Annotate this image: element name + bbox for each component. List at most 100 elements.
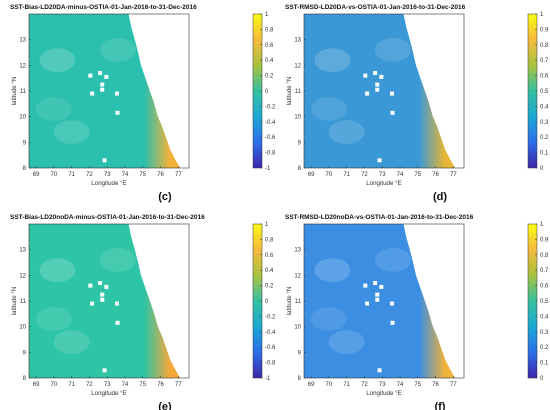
- colorbar-tick-label: 1: [540, 222, 544, 228]
- y-tick-label: 11: [20, 89, 27, 95]
- island-marker: [390, 301, 394, 306]
- x-tick-label: 73: [379, 382, 386, 388]
- y-tick-label: 10: [294, 325, 301, 331]
- x-tick-label: 74: [397, 172, 404, 178]
- x-tick-label: 75: [139, 172, 146, 178]
- island-marker: [115, 110, 120, 115]
- map-plot-area: 69 70 71 72 73 74 75 76 77 8 9 10 11 12 13 Longitude °E…: [286, 13, 465, 187]
- field-texture: [314, 48, 351, 73]
- colorbar-tick-label: 0: [265, 89, 269, 95]
- x-tick-label: 69: [33, 172, 40, 178]
- y-tick-label: 11: [20, 299, 27, 305]
- y-tick-label: 10: [294, 115, 301, 121]
- x-tick-label: 76: [157, 382, 164, 388]
- panel-caption: (f): [435, 401, 446, 410]
- x-tick-label: 70: [326, 172, 333, 178]
- colorbar-tick-label: 0.7: [540, 58, 549, 64]
- island-marker: [377, 368, 382, 373]
- y-tick-label: 9: [298, 350, 302, 356]
- colorbar-tick-label: -1: [265, 166, 271, 172]
- y-tick-label: 10: [19, 325, 26, 331]
- land-mask: [403, 224, 464, 378]
- colorbar-tick-label: 0.4: [540, 314, 549, 320]
- colorbar: 1 0.9 0.8 0.7 0.6 0.5 0.4 0.3 0.2 0.1 0: [527, 12, 549, 172]
- colorbar-tick-label: 0.6: [265, 43, 274, 49]
- x-tick-label: 70: [51, 382, 58, 388]
- colorbar-tick-label: 0: [540, 376, 544, 382]
- field-texture: [53, 330, 90, 355]
- colorbar-tick-label: 0.9: [540, 27, 549, 33]
- x-axis-label: Longitude °E: [91, 390, 127, 397]
- island-marker: [100, 297, 105, 302]
- colorbar-tick-label: 0.2: [265, 74, 274, 80]
- colorbar-tick-label: 0.7: [540, 268, 549, 274]
- y-axis-label: latitude °N: [11, 77, 18, 106]
- island-marker: [104, 74, 109, 79]
- y-tick-label: 13: [19, 248, 26, 254]
- map-panel: SST-RMSD-LD20DA-vs-OSTIA-01-Jan-2016-to-…: [285, 4, 549, 203]
- field-texture: [374, 247, 411, 272]
- island-marker: [100, 82, 105, 87]
- island-marker: [390, 110, 395, 115]
- colorbar-tick-label: -0.4: [265, 120, 276, 126]
- map-panel: SST-Bias-LD20noDA-minus-OSTIA-01-Jan-201…: [10, 214, 276, 410]
- y-tick-label: 10: [19, 115, 26, 121]
- field-texture: [35, 96, 72, 121]
- x-tick-label: 71: [343, 382, 350, 388]
- colorbar-tick-label: 0.5: [540, 89, 549, 95]
- colorbar-tick-label: 0.5: [540, 299, 549, 305]
- y-tick-label: 8: [23, 166, 27, 172]
- colorbar-tick-label: 0.9: [540, 237, 549, 243]
- island-marker: [98, 281, 103, 286]
- land-mask: [403, 14, 464, 168]
- island-marker: [377, 158, 382, 163]
- x-tick-label: 74: [397, 382, 404, 388]
- colorbar-tick-label: 0.2: [265, 284, 274, 290]
- island-marker: [379, 284, 384, 289]
- land-mask: [128, 14, 189, 168]
- x-tick-label: 75: [414, 382, 421, 388]
- colorbar-tick-label: -0.4: [265, 330, 276, 336]
- colorbar-tick-label: -0.2: [265, 314, 276, 320]
- y-tick-label: 8: [298, 376, 302, 382]
- x-tick-label: 69: [308, 172, 315, 178]
- island-marker: [363, 283, 368, 288]
- y-tick-label: 13: [19, 38, 26, 44]
- colorbar-tick-label: 0.3: [540, 330, 549, 336]
- colorbar-tick-label: -0.8: [265, 361, 276, 367]
- field-texture: [39, 258, 76, 283]
- island-marker: [373, 281, 378, 286]
- x-tick-label: 71: [343, 172, 350, 178]
- island-marker: [100, 292, 105, 297]
- y-tick-label: 12: [294, 273, 301, 279]
- x-tick-label: 70: [51, 172, 58, 178]
- island-marker: [115, 301, 119, 306]
- panel-title: SST-RMSD-LD20DA-vs-OSTIA-01-Jan-2016-to-…: [285, 4, 466, 11]
- island-marker: [365, 91, 370, 96]
- y-tick-label: 8: [298, 166, 302, 172]
- island-marker: [365, 301, 370, 306]
- x-tick-label: 77: [450, 382, 457, 388]
- panel-caption: (e): [158, 401, 172, 410]
- x-tick-label: 71: [68, 382, 75, 388]
- island-marker: [90, 301, 95, 306]
- colorbar-tick-label: 0.1: [540, 361, 549, 367]
- island-marker: [363, 73, 368, 78]
- colorbar-tick-label: 0.8: [265, 27, 274, 33]
- colorbar-tick-label: 0.8: [540, 43, 549, 49]
- island-marker: [102, 368, 107, 373]
- island-marker: [100, 87, 105, 92]
- island-marker: [375, 297, 380, 302]
- island-marker: [90, 91, 95, 96]
- y-tick-label: 12: [19, 63, 26, 69]
- field-texture: [310, 96, 347, 121]
- colorbar: 1 0.8 0.6 0.4 0.2 0 -0.2 -0.4 -0.6 -0.8 -1: [252, 12, 276, 172]
- colorbar: 1 0.9 0.8 0.7 0.6 0.5 0.4 0.3 0.2 0.1 0: [527, 222, 549, 382]
- x-tick-label: 69: [308, 382, 315, 388]
- y-tick-label: 12: [19, 273, 26, 279]
- x-axis-label: Longitude °E: [91, 180, 127, 187]
- colorbar-tick-label: 0.6: [265, 253, 274, 259]
- field-texture: [328, 330, 365, 355]
- colorbar-tick-label: 0: [265, 299, 269, 305]
- x-tick-label: 71: [68, 172, 75, 178]
